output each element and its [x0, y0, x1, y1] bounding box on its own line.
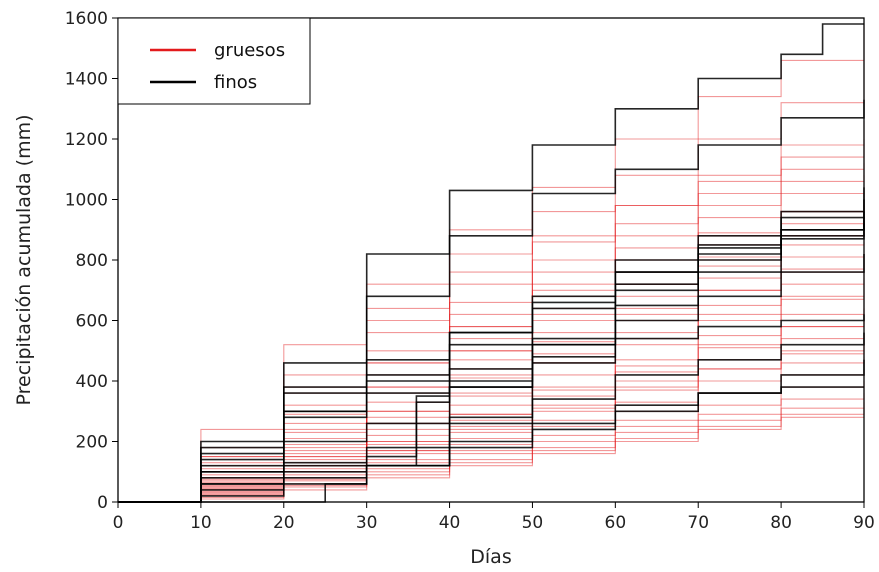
y-tick-label-0: 0 — [97, 493, 108, 513]
y-axis-title: Precipitación acumulada (mm) — [13, 115, 35, 406]
y-tick-label-600: 600 — [76, 312, 108, 332]
y-tick-label-400: 400 — [76, 372, 108, 392]
x-tick-label-0: 0 — [113, 513, 124, 533]
x-tick-label-20: 20 — [273, 513, 295, 533]
x-tick-label-80: 80 — [770, 513, 792, 533]
legend-label-gruesos: gruesos — [214, 40, 285, 61]
y-tick-label-1600: 1600 — [65, 9, 108, 29]
x-tick-label-60: 60 — [605, 513, 627, 533]
y-axis: 0 200 400 600 800 1000 1200 1400 1600 — [65, 9, 118, 513]
series-line-finos-12 — [118, 211, 865, 503]
y-tick-label-1400: 1400 — [65, 70, 108, 90]
x-tick-label-10: 10 — [190, 513, 212, 533]
x-tick-label-50: 50 — [522, 513, 544, 533]
legend-label-finos: finos — [214, 72, 257, 93]
y-tick-label-200: 200 — [76, 433, 108, 453]
series-line-gruesos-37 — [118, 408, 865, 503]
x-tick-label-30: 30 — [356, 513, 378, 533]
legend-box — [117, 17, 311, 105]
x-tick-label-90: 90 — [853, 513, 875, 533]
x-tick-label-40: 40 — [439, 513, 461, 533]
y-tick-label-1200: 1200 — [65, 130, 108, 150]
y-tick-label-800: 800 — [76, 251, 108, 271]
legend: gruesos finos — [117, 17, 311, 105]
series-layer — [118, 23, 865, 503]
x-axis: 0 10 20 30 40 50 60 70 80 90 — [113, 502, 875, 533]
x-tick-label-70: 70 — [687, 513, 709, 533]
series-line-gruesos-36 — [118, 402, 865, 503]
series-line-finos-11 — [118, 359, 865, 503]
y-tick-label-1000: 1000 — [65, 191, 108, 211]
x-axis-title: Días — [470, 546, 511, 568]
